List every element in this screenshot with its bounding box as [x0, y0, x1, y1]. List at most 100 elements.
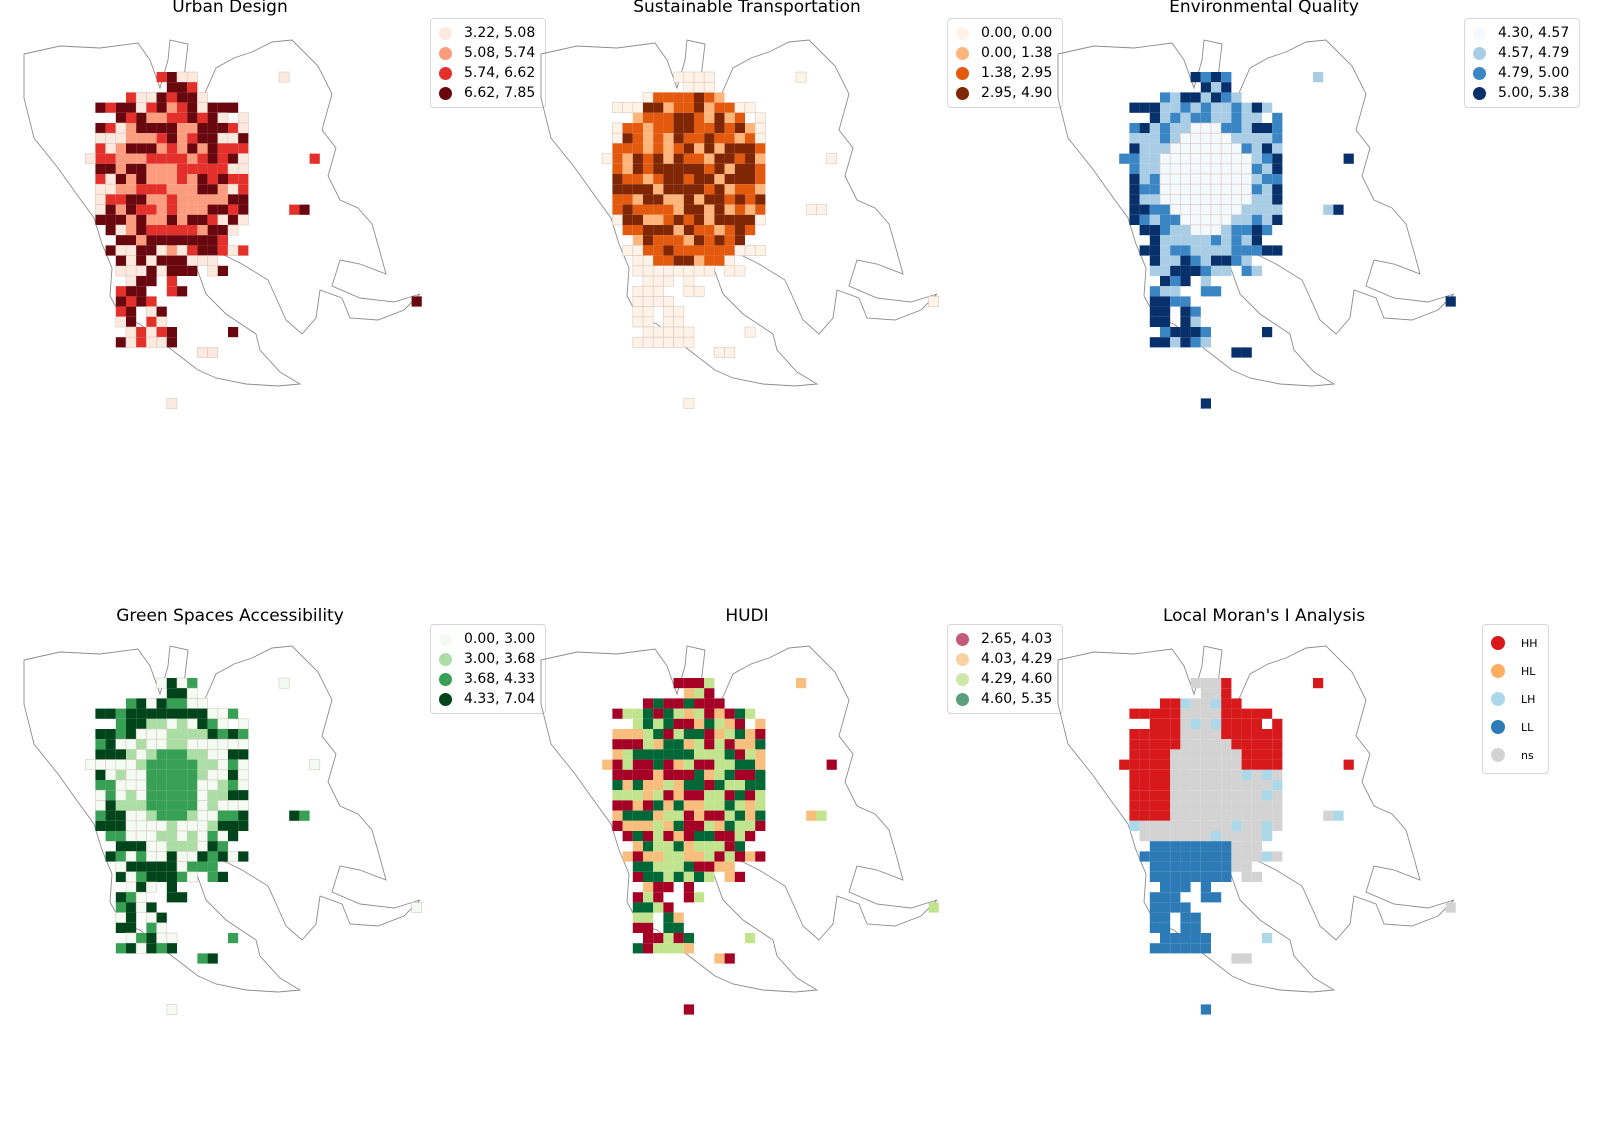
grid-cell [197, 255, 208, 267]
grid-cell [734, 718, 745, 729]
grid-cell [1333, 204, 1344, 215]
grid-cell [95, 780, 106, 791]
grid-cell [642, 255, 654, 267]
grid-cell [1160, 902, 1171, 913]
grid-cell [714, 861, 725, 872]
grid-cell [227, 800, 239, 811]
grid-cell [1200, 82, 1211, 93]
grid-cell [166, 831, 177, 842]
grid-cell [694, 831, 705, 842]
legend-swatch [956, 66, 969, 80]
grid-cell [1149, 810, 1160, 821]
grid-cell [734, 153, 745, 164]
grid-cell [734, 235, 745, 246]
grid-cell [745, 820, 756, 831]
grid-cell [1170, 255, 1181, 266]
grid-cell [126, 225, 137, 236]
grid-cell [1251, 780, 1262, 791]
grid-cell [115, 738, 127, 750]
legend-local-morans-i: HH HL LH LL ns [1482, 624, 1549, 774]
grid-cell [187, 861, 198, 872]
grid-cell [714, 810, 725, 821]
grid-cell [1262, 708, 1273, 719]
grid-cell [217, 214, 229, 226]
grid-cell [754, 245, 766, 256]
grid-cell [228, 780, 239, 791]
grid-cell [714, 123, 725, 134]
grid-cell [146, 153, 157, 164]
grid-cell [156, 708, 167, 719]
grid-cell [1190, 708, 1201, 719]
grid-cell [207, 718, 218, 729]
grid-cell [1170, 902, 1181, 913]
grid-cell [643, 184, 654, 195]
grid-cell [207, 708, 219, 720]
legend-swatch [1491, 748, 1505, 762]
legend-swatch [956, 672, 969, 686]
grid-cell [673, 780, 684, 791]
grid-cell [1200, 235, 1211, 246]
grid-cell [125, 769, 137, 781]
grid-cell [1129, 123, 1140, 134]
grid-cell [95, 153, 106, 164]
grid-cell [1200, 337, 1211, 348]
grid-cell [1149, 841, 1160, 852]
grid-cell [1272, 194, 1283, 205]
grid-cell [1139, 245, 1150, 256]
grid-cell [1200, 398, 1211, 409]
grid-cell [1180, 265, 1191, 276]
grid-cell [207, 225, 218, 236]
grid-cell [632, 800, 643, 811]
grid-cell [1139, 810, 1150, 821]
grid-cell [704, 214, 715, 225]
grid-cell [663, 153, 674, 164]
grid-cell [1211, 810, 1222, 821]
grid-cell [1180, 851, 1191, 862]
grid-cell [663, 326, 674, 338]
grid-cell [745, 204, 756, 215]
grid-cell [1231, 194, 1242, 205]
legend-swatch [439, 66, 452, 80]
grid-cell [1200, 780, 1211, 791]
legend-swatch [956, 26, 969, 40]
grid-cell [125, 851, 137, 862]
grid-cell [115, 245, 127, 256]
grid-cell [166, 276, 177, 287]
grid-cell [1129, 739, 1140, 750]
grid-cell [1149, 255, 1160, 266]
grid-cell [135, 789, 147, 801]
grid-cell [115, 337, 126, 348]
grid-cell [228, 749, 239, 760]
grid-cell [1262, 102, 1273, 113]
grid-cell [1170, 820, 1181, 831]
grid-cell [1139, 729, 1150, 740]
grid-cell [622, 174, 633, 185]
legend-label: 4.79, 5.00 [1498, 65, 1570, 81]
grid-cell [806, 810, 817, 821]
grid-cell [1231, 143, 1242, 154]
grid-cell [1231, 204, 1242, 216]
grid-cell [187, 800, 198, 811]
grid-cell [115, 174, 126, 185]
grid-cell [622, 820, 633, 831]
grid-cell [1149, 306, 1160, 317]
grid-cell [187, 729, 198, 740]
legend-label: 5.74, 6.62 [464, 65, 536, 81]
grid-cell [156, 851, 168, 862]
grid-cell [1221, 225, 1232, 236]
legend-swatch [956, 86, 969, 100]
grid-cell [115, 943, 126, 954]
grid-cell [653, 708, 664, 719]
grid-cell [734, 749, 745, 760]
grid-cell [745, 800, 756, 811]
grid-cell [683, 112, 694, 123]
legend-swatch [439, 692, 452, 706]
grid-cell [612, 739, 623, 750]
grid-cell [673, 922, 684, 933]
grid-cell [1190, 214, 1202, 226]
grid-cell [643, 810, 654, 821]
grid-cell [1180, 102, 1191, 113]
grid-cell [632, 265, 644, 277]
grid-cell [105, 729, 116, 740]
grid-cell [135, 902, 147, 913]
